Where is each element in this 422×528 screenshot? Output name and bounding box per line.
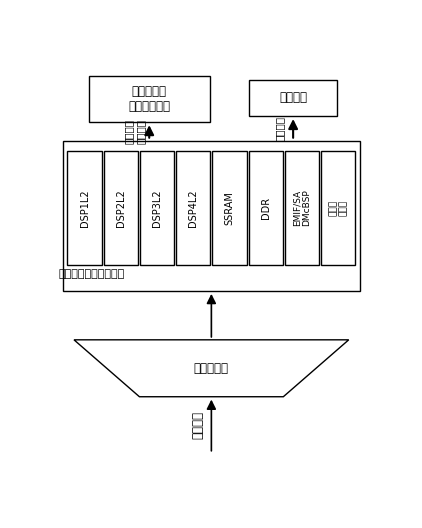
Bar (321, 151, 355, 265)
Bar (62, 140, 360, 291)
Text: 其他地
址空间: 其他地 址空间 (328, 200, 348, 216)
Bar (89, 76, 210, 122)
Bar (249, 151, 283, 265)
Text: 智能调度器: 智能调度器 (194, 362, 229, 375)
Text: SSRAM: SSRAM (225, 191, 235, 224)
Bar (68, 151, 102, 265)
Text: 数据传输地址映射路由: 数据传输地址映射路由 (59, 269, 125, 279)
Polygon shape (74, 340, 349, 397)
Text: 传输请求: 传输请求 (275, 116, 285, 141)
Text: 传输参数: 传输参数 (192, 411, 205, 439)
Text: EMIF/SA
DMcBSP: EMIF/SA DMcBSP (292, 190, 311, 226)
Bar (212, 151, 246, 265)
Bar (249, 80, 337, 116)
Text: DSP3L2: DSP3L2 (152, 189, 162, 227)
Text: DSP2L2: DSP2L2 (116, 189, 126, 227)
Bar (104, 151, 138, 265)
Text: DSP4L2: DSP4L2 (188, 189, 198, 227)
Text: 指令流管理
指令分配单元: 指令流管理 指令分配单元 (128, 85, 170, 113)
Bar (285, 151, 319, 265)
Text: 指令命令
传输信息: 指令命令 传输信息 (124, 119, 145, 144)
Text: DSP1L2: DSP1L2 (80, 189, 89, 227)
Text: DDR: DDR (261, 196, 271, 219)
Text: 数据缓存: 数据缓存 (279, 91, 307, 105)
Bar (176, 151, 211, 265)
Bar (140, 151, 174, 265)
